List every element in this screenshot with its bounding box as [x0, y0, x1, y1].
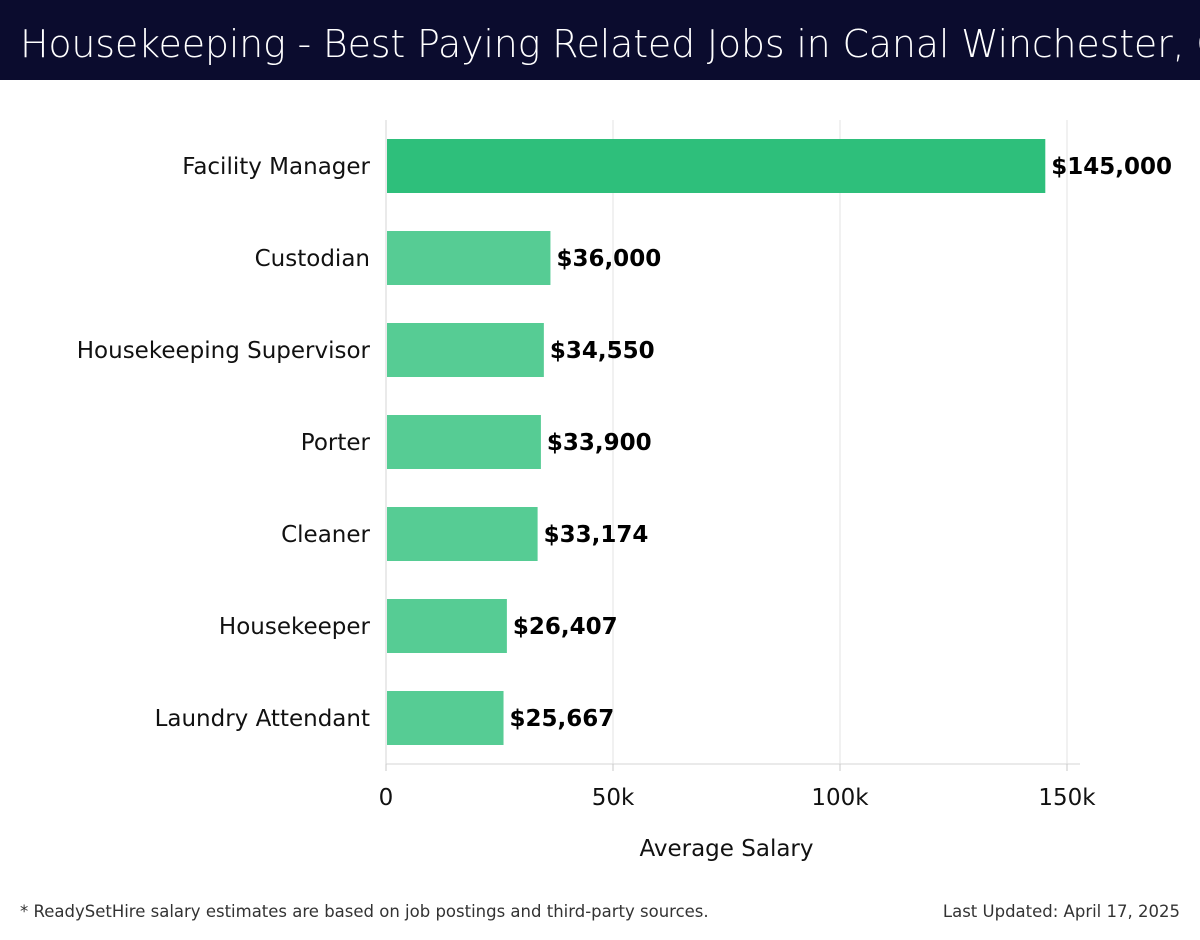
- value-label: $145,000: [1051, 154, 1172, 180]
- x-tick-label: 150k: [1038, 785, 1096, 811]
- bar: [387, 323, 544, 377]
- category-label: Cleaner: [281, 522, 370, 548]
- category-label: Facility Manager: [182, 154, 370, 180]
- salary-bar-chart: 0 50k 100k 150k Average Salary Facility Manag…: [77, 120, 1172, 862]
- value-label: $26,407: [513, 614, 618, 640]
- header-bar: Housekeeping - Best Paying Related Jobs …: [0, 0, 1200, 80]
- category-label: Housekeeping Supervisor: [77, 338, 371, 364]
- bar: [387, 231, 551, 285]
- value-label: $33,174: [544, 522, 649, 548]
- x-axis-title: Average Salary: [639, 836, 813, 862]
- bar: [387, 599, 507, 653]
- x-tick-label: 100k: [811, 785, 869, 811]
- category-label: Porter: [301, 430, 371, 456]
- bar: [387, 507, 538, 561]
- x-tick-label: 0: [379, 785, 394, 811]
- bar: [387, 415, 541, 469]
- bar: [387, 139, 1046, 193]
- value-label: $34,550: [550, 338, 655, 364]
- last-updated: Last Updated: April 17, 2025: [942, 902, 1180, 921]
- category-label: Custodian: [255, 246, 370, 272]
- page-title: Housekeeping - Best Paying Related Jobs …: [20, 22, 1200, 66]
- x-tick-label: 50k: [592, 785, 635, 811]
- category-label: Laundry Attendant: [155, 706, 370, 732]
- footer-note: * ReadySetHire salary estimates are base…: [20, 902, 709, 921]
- category-label: Housekeeper: [219, 614, 371, 640]
- value-label: $25,667: [510, 706, 615, 732]
- value-label: $36,000: [556, 246, 661, 272]
- value-label: $33,900: [547, 430, 652, 456]
- bar: [387, 691, 504, 745]
